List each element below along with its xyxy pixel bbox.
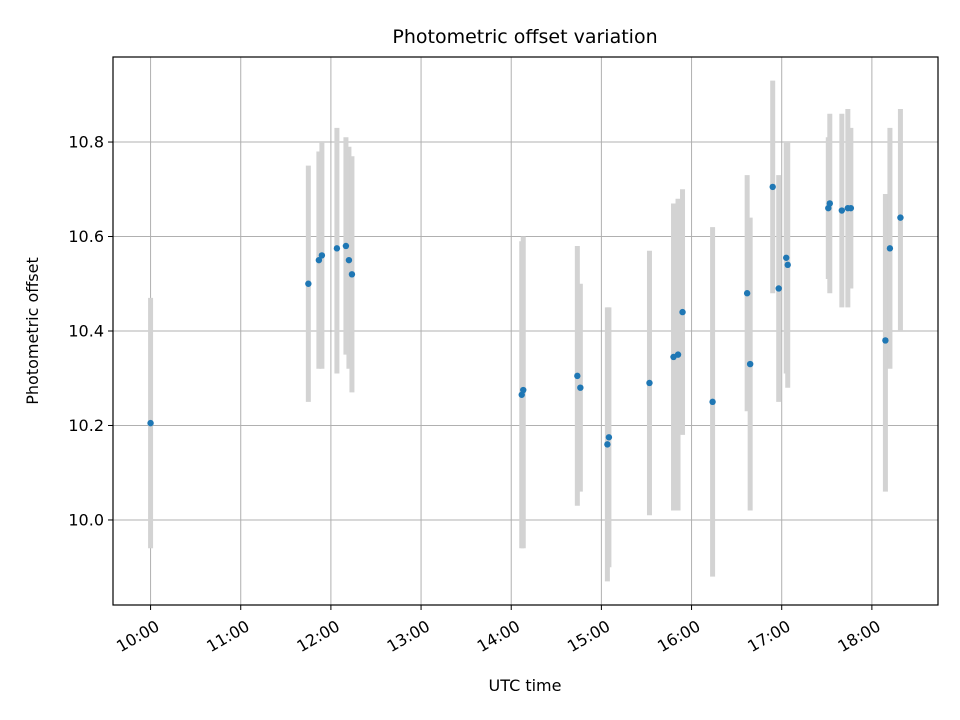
data-point xyxy=(886,245,894,252)
data-point xyxy=(577,384,584,391)
y-axis-label: Photometric offset xyxy=(23,257,42,405)
data-point xyxy=(746,360,754,368)
data-point xyxy=(605,434,613,441)
chart-title: Photometric offset variation xyxy=(392,26,657,48)
data-point xyxy=(783,254,790,261)
x-axis-label: UTC time xyxy=(489,676,562,695)
y-tick-label: 10.8 xyxy=(68,133,104,152)
data-point xyxy=(646,379,653,387)
data-point xyxy=(826,200,834,207)
data-point xyxy=(709,398,716,406)
data-point xyxy=(147,419,154,427)
data-points xyxy=(147,183,904,448)
data-point xyxy=(345,256,353,264)
data-point xyxy=(342,242,350,250)
data-point xyxy=(775,285,782,292)
data-point xyxy=(574,372,581,380)
data-point xyxy=(318,252,326,259)
data-point xyxy=(520,386,527,394)
data-point xyxy=(348,271,356,278)
data-point xyxy=(743,290,751,297)
data-point xyxy=(604,441,611,448)
y-tick-label: 10.6 xyxy=(68,227,104,246)
y-tick-label: 10.2 xyxy=(68,416,104,435)
data-point xyxy=(784,261,791,269)
data-point xyxy=(315,256,323,264)
y-tick-label: 10.4 xyxy=(68,322,104,341)
data-point xyxy=(305,280,312,287)
y-axis: 10.0 10.2 10.4 10.6 10.8 xyxy=(68,133,113,529)
data-point xyxy=(847,204,855,212)
data-point xyxy=(679,308,686,316)
data-point xyxy=(882,337,889,344)
data-point xyxy=(897,214,904,221)
data-point xyxy=(674,351,682,358)
data-point xyxy=(838,207,846,214)
data-point xyxy=(333,245,341,252)
data-point xyxy=(769,183,776,191)
y-tick-label: 10.0 xyxy=(68,510,104,529)
